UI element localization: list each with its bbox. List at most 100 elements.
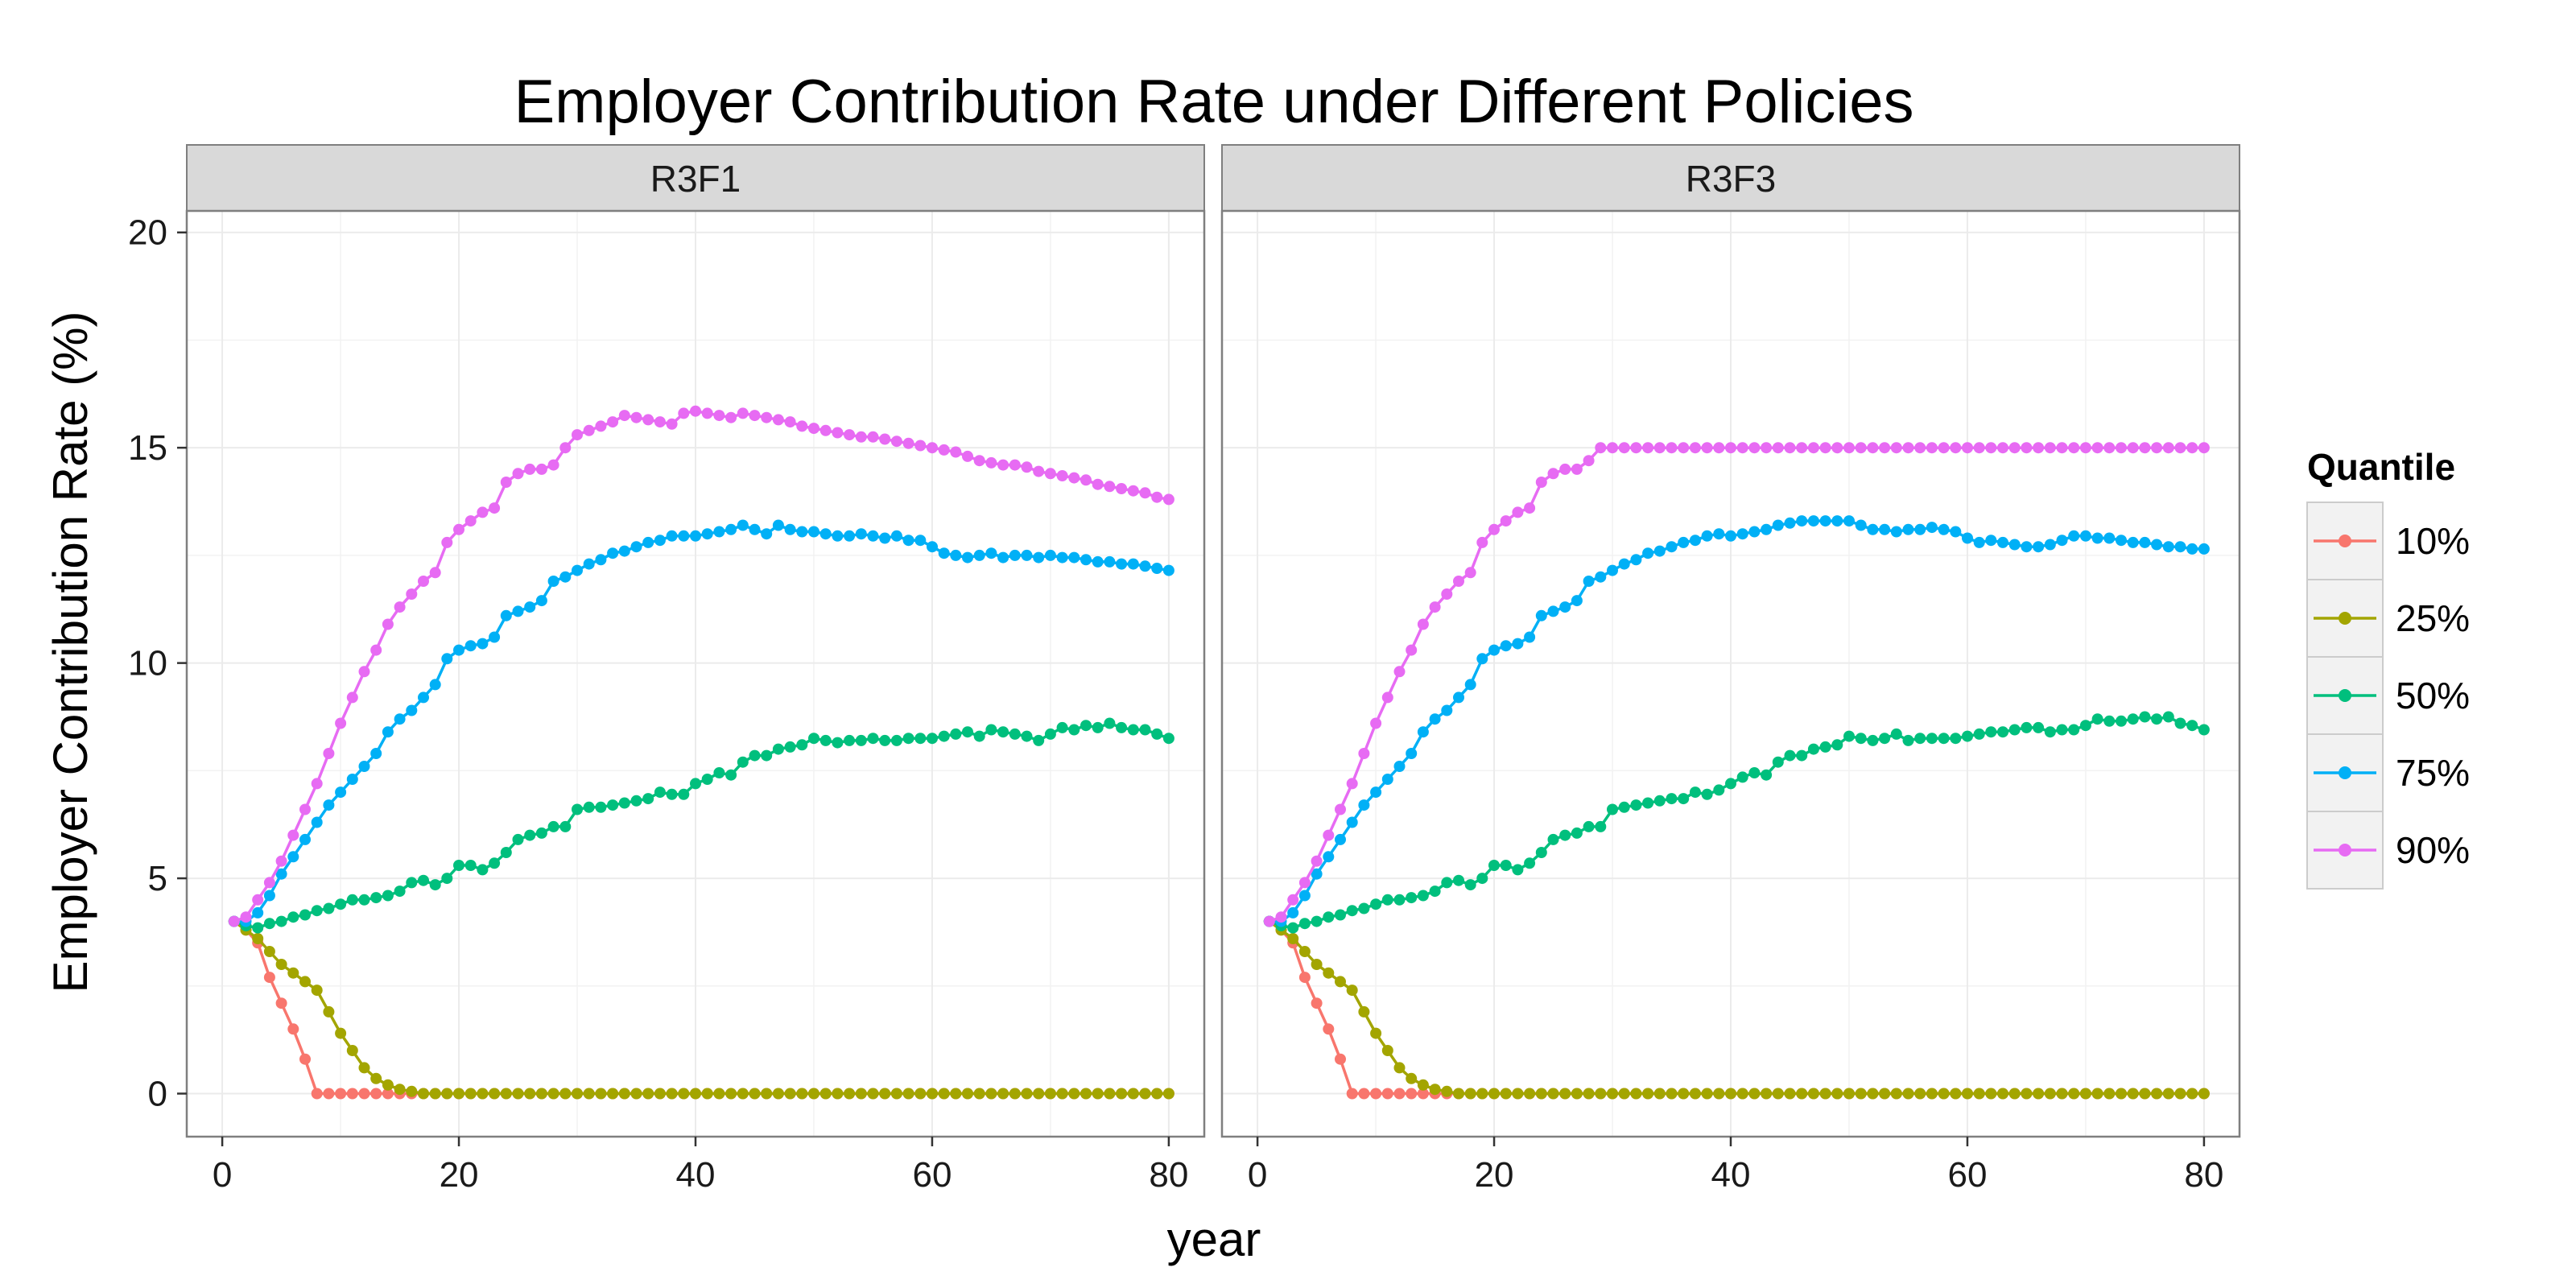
- data-point: [2162, 541, 2174, 553]
- data-point: [1417, 890, 1429, 902]
- data-point: [1092, 1088, 1104, 1100]
- data-point: [1080, 474, 1092, 486]
- data-point: [1104, 717, 1116, 729]
- data-point: [441, 653, 453, 665]
- data-point: [1666, 793, 1678, 805]
- data-point: [938, 444, 950, 456]
- data-point: [1311, 855, 1323, 867]
- data-point: [1358, 1005, 1370, 1018]
- data-point: [844, 530, 856, 542]
- data-point: [1512, 638, 1524, 650]
- data-point: [406, 1085, 418, 1097]
- series-25pct: [1263, 915, 2210, 1100]
- data-point: [1819, 741, 1831, 753]
- data-point: [2091, 713, 2103, 725]
- data-point: [642, 1088, 654, 1100]
- data-point: [1298, 972, 1311, 984]
- data-point: [547, 820, 559, 832]
- legend-label: 25%: [2396, 597, 2470, 639]
- data-point: [1346, 778, 1358, 790]
- data-point: [1080, 554, 1092, 566]
- data-point: [2103, 715, 2116, 727]
- data-point: [464, 1088, 477, 1100]
- data-point: [1689, 442, 1701, 454]
- data-point: [1559, 463, 1571, 475]
- data-point: [2116, 535, 2127, 547]
- data-point: [311, 1088, 323, 1100]
- data-point: [252, 933, 264, 944]
- data-point: [524, 829, 536, 841]
- data-point: [464, 640, 477, 652]
- data-point: [2079, 1088, 2091, 1100]
- data-point: [1335, 803, 1346, 815]
- data-point: [1441, 1085, 1453, 1097]
- data-point: [1973, 536, 1985, 548]
- data-point: [844, 734, 856, 746]
- data-point: [725, 1088, 737, 1100]
- series-25pct: [228, 915, 1174, 1100]
- data-point: [418, 1088, 429, 1100]
- data-point: [950, 1088, 962, 1100]
- data-point: [394, 601, 406, 613]
- data-point: [1346, 1088, 1358, 1100]
- data-point: [489, 631, 501, 643]
- data-point: [1393, 761, 1406, 772]
- data-point: [500, 1088, 512, 1100]
- data-point: [1500, 515, 1512, 527]
- data-point: [1080, 1088, 1092, 1100]
- data-point: [1139, 1088, 1151, 1100]
- data-point: [1547, 833, 1559, 845]
- data-point: [311, 905, 323, 917]
- data-point: [1843, 1088, 1855, 1100]
- data-point: [263, 972, 275, 984]
- data-point: [2186, 720, 2198, 732]
- data-point: [1346, 816, 1358, 828]
- data-point: [1358, 748, 1370, 759]
- data-point: [1748, 442, 1761, 454]
- data-point: [1044, 728, 1056, 740]
- data-point: [630, 541, 642, 553]
- data-point: [1725, 778, 1736, 790]
- data-point: [772, 414, 784, 426]
- data-point: [950, 728, 962, 740]
- data-point: [1406, 748, 1418, 759]
- legend-label: 90%: [2396, 829, 2470, 871]
- data-point: [2079, 530, 2091, 542]
- x-axis-label: year: [1167, 1212, 1261, 1266]
- data-point: [796, 420, 808, 432]
- data-point: [2103, 532, 2116, 544]
- data-point: [844, 1088, 856, 1100]
- data-point: [1890, 1088, 1902, 1100]
- data-point: [1595, 442, 1607, 454]
- data-point: [985, 724, 997, 736]
- data-point: [1938, 733, 1950, 745]
- data-point: [1033, 1088, 1045, 1100]
- data-point: [1009, 728, 1021, 740]
- data-point: [1962, 730, 1973, 742]
- data-point: [855, 431, 867, 443]
- y-axis-label: Employer Contribution Rate (%): [43, 311, 97, 993]
- data-point: [1056, 721, 1068, 733]
- data-point: [418, 576, 429, 587]
- data-point: [985, 547, 997, 559]
- data-point: [2079, 442, 2091, 454]
- data-point: [358, 894, 370, 906]
- data-point: [1902, 442, 1914, 454]
- data-point: [1807, 1088, 1819, 1100]
- data-point: [1772, 1088, 1784, 1100]
- data-point: [1831, 442, 1843, 454]
- data-point: [2021, 721, 2033, 733]
- data-point: [607, 416, 619, 428]
- data-point: [1902, 523, 1914, 535]
- data-point: [1009, 459, 1021, 471]
- data-point: [1441, 877, 1453, 889]
- data-point: [1678, 536, 1690, 548]
- data-point: [749, 749, 761, 762]
- data-point: [1902, 1088, 1914, 1100]
- data-point: [630, 795, 642, 807]
- data-point: [1653, 795, 1666, 807]
- data-point: [1736, 771, 1748, 783]
- data-point: [1092, 721, 1104, 733]
- data-point: [524, 601, 536, 613]
- data-point: [2139, 442, 2151, 454]
